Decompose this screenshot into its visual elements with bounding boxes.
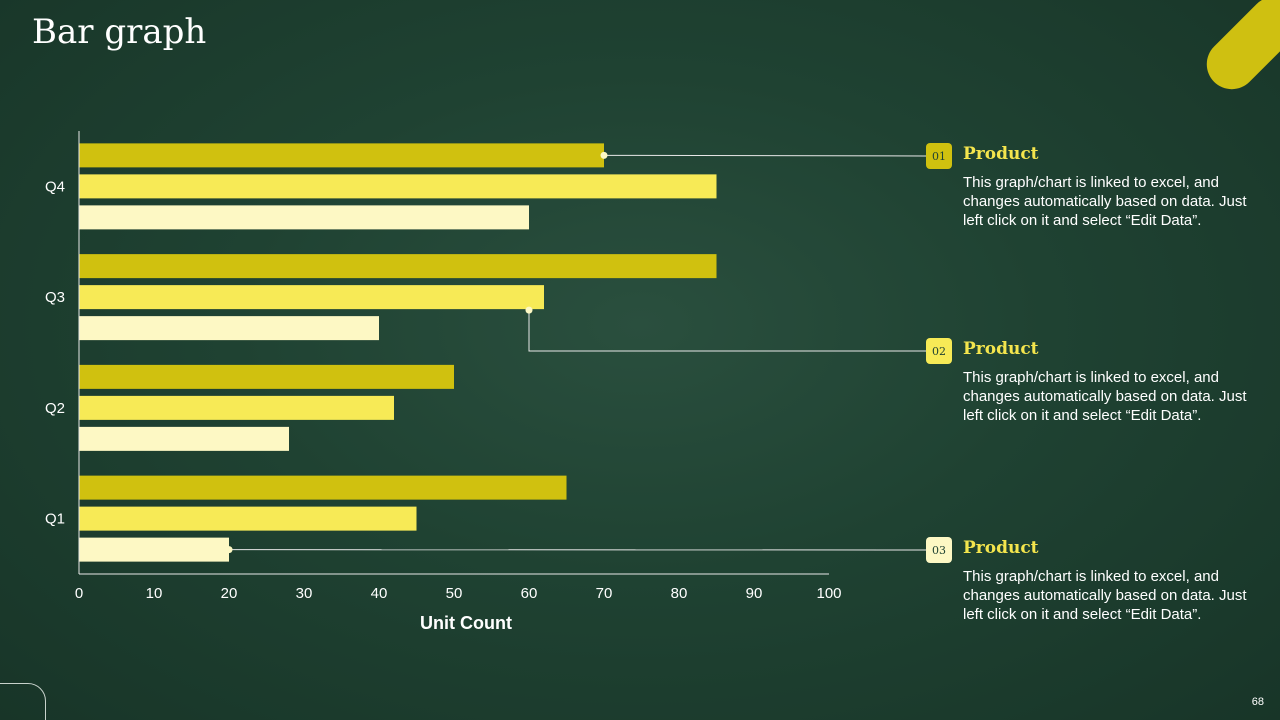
callout-title: Product bbox=[963, 538, 1039, 558]
bar-q4-series-1 bbox=[79, 143, 604, 168]
leader-dot-02 bbox=[525, 306, 533, 314]
callout-number-badge: 01 bbox=[926, 143, 952, 169]
bar-q3-series-2 bbox=[79, 285, 544, 310]
callout-text: This graph/chart is linked to excel, and… bbox=[963, 369, 1247, 424]
bar-q4-series-2 bbox=[79, 174, 717, 199]
leader-line-02 bbox=[528, 310, 926, 352]
x-tick-label-40: 40 bbox=[371, 585, 388, 602]
x-tick-label-60: 60 bbox=[521, 585, 538, 602]
x-tick-label-70: 70 bbox=[596, 585, 613, 602]
bar-q2-series-3 bbox=[79, 426, 289, 451]
x-axis-label: Unit Count bbox=[420, 613, 512, 633]
leader-dot-03 bbox=[225, 546, 233, 554]
x-tick-label-10: 10 bbox=[146, 585, 163, 602]
callout-text: This graph/chart is linked to excel, and… bbox=[963, 174, 1247, 229]
x-tick-label-50: 50 bbox=[446, 585, 463, 602]
callout-title: Product bbox=[963, 339, 1039, 359]
page-number: 68 bbox=[1251, 696, 1264, 708]
bar-q2-series-2 bbox=[79, 395, 394, 420]
y-tick-label-q1: Q1 bbox=[45, 511, 65, 528]
x-tick-label-90: 90 bbox=[746, 585, 763, 602]
bar-q1-series-2 bbox=[79, 506, 417, 531]
slide-title: Bar graph bbox=[32, 12, 207, 52]
corner-arc-decoration bbox=[0, 683, 46, 720]
y-tick-label-q4: Q4 bbox=[45, 178, 65, 195]
x-tick-label-80: 80 bbox=[671, 585, 688, 602]
x-tick-label-0: 0 bbox=[75, 585, 83, 602]
bar-q3-series-1 bbox=[79, 254, 717, 279]
bar-q1-series-1 bbox=[79, 475, 567, 500]
callout-text: This graph/chart is linked to excel, and… bbox=[963, 568, 1247, 623]
y-tick-label-q2: Q2 bbox=[45, 400, 65, 417]
bar-q3-series-3 bbox=[79, 316, 379, 341]
leader-dot-01 bbox=[600, 151, 608, 159]
leader-line-01 bbox=[603, 154, 927, 157]
x-tick-label-20: 20 bbox=[221, 585, 238, 602]
callout-title: Product bbox=[963, 144, 1039, 164]
y-tick-label-q3: Q3 bbox=[45, 289, 65, 306]
callout-number-badge: 02 bbox=[926, 338, 952, 364]
bar-q4-series-3 bbox=[79, 205, 529, 230]
callout-number-badge: 03 bbox=[926, 537, 952, 563]
x-tick-label-100: 100 bbox=[816, 585, 841, 602]
bar-q2-series-1 bbox=[79, 364, 454, 389]
bar-q1-series-3 bbox=[79, 537, 229, 562]
x-tick-label-30: 30 bbox=[296, 585, 313, 602]
